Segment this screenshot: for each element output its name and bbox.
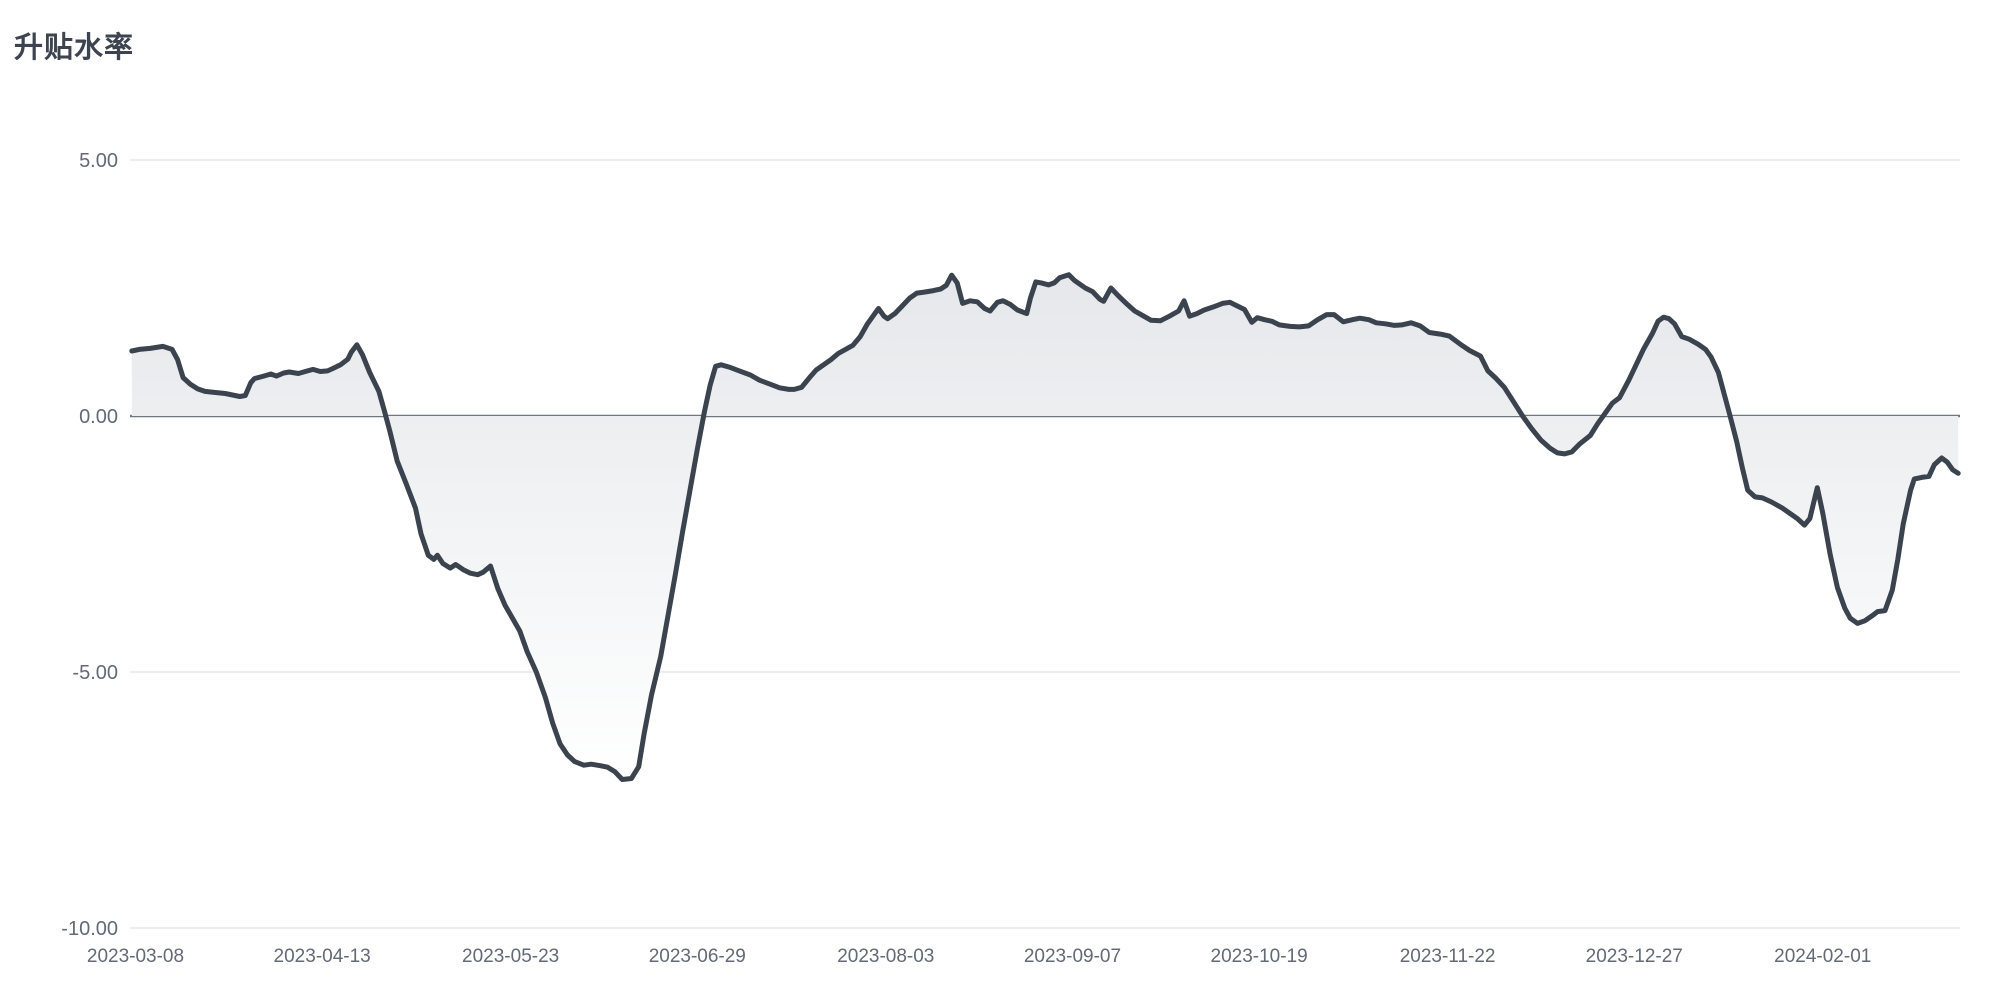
y-tick-label: 5.00	[79, 150, 118, 172]
x-tick-label: 2023-11-22	[1400, 946, 1496, 967]
x-tick-label: 2023-10-19	[1211, 946, 1308, 967]
x-tick-label: 2023-08-03	[837, 946, 934, 967]
x-tick-label: 2023-04-13	[274, 946, 371, 967]
y-tick-label: -5.00	[72, 662, 118, 684]
y-tick-label: 0.00	[79, 406, 118, 428]
x-tick-label: 2023-05-23	[462, 946, 559, 967]
series-line	[129, 272, 1961, 782]
x-tick-label: 2024-02-01	[1774, 946, 1871, 967]
series-area	[131, 274, 1959, 780]
y-tick-label: -10.00	[61, 918, 118, 940]
x-tick-label: 2023-12-27	[1586, 946, 1683, 967]
chart-title: 升贴水率	[14, 32, 135, 64]
x-tick-label: 2023-06-29	[649, 946, 746, 967]
x-tick-label: 2023-03-08	[87, 946, 184, 967]
x-tick-label: 2023-09-07	[1024, 946, 1121, 967]
